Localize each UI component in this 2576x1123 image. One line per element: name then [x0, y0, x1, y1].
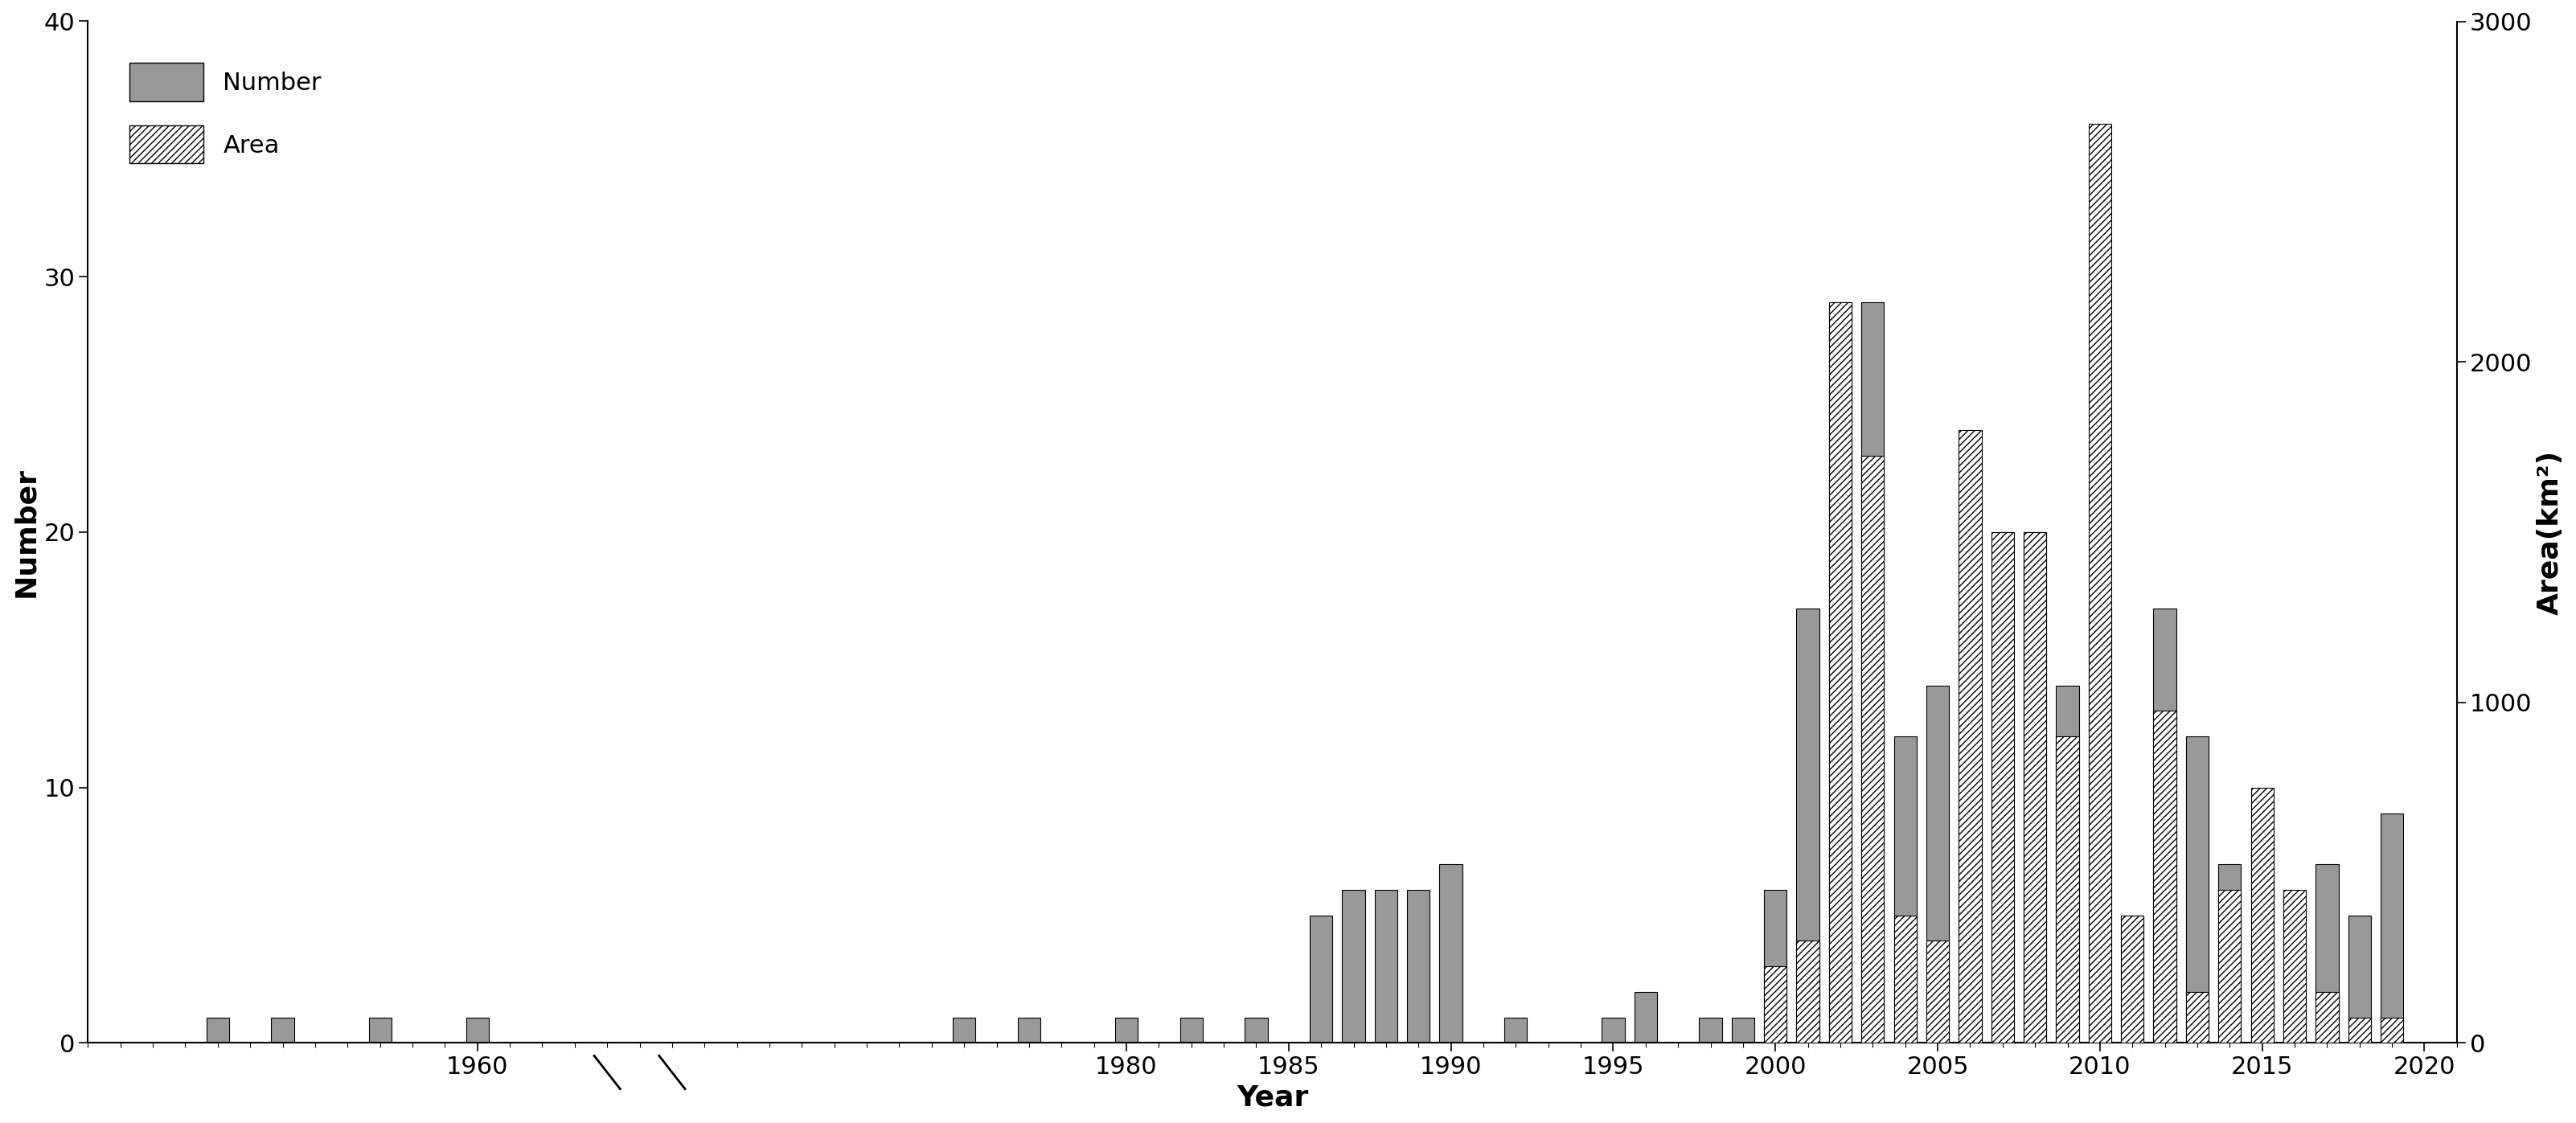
Bar	[1180, 1017, 1203, 1043]
Bar	[2025, 532, 2045, 1043]
Legend: Number, Area: Number, Area	[100, 34, 350, 193]
Bar	[1342, 889, 1365, 1043]
Bar	[466, 1017, 489, 1043]
X-axis label: Year: Year	[1236, 1084, 1309, 1111]
Bar	[1504, 1017, 1528, 1043]
Bar	[1829, 302, 1852, 1043]
Bar	[1795, 609, 1819, 1043]
Bar	[1893, 915, 1917, 1043]
Bar	[1991, 685, 2014, 1043]
Bar	[1602, 1017, 1625, 1043]
Bar	[1765, 889, 1788, 1043]
Bar	[1927, 685, 1950, 1043]
Bar	[1115, 1017, 1139, 1043]
Bar	[2089, 124, 2112, 1043]
Bar	[1700, 1017, 1721, 1043]
Bar	[2089, 609, 2112, 1043]
Bar	[2187, 737, 2208, 1043]
Bar	[1633, 992, 1656, 1043]
Bar	[953, 1017, 976, 1043]
Bar	[2120, 915, 2143, 1043]
Bar	[2380, 813, 2403, 1043]
Bar	[1731, 1017, 1754, 1043]
Bar	[206, 1017, 229, 1043]
Bar	[2282, 967, 2306, 1043]
Bar	[1309, 915, 1332, 1043]
Bar	[2380, 1017, 2403, 1043]
Bar	[2349, 1017, 2370, 1043]
Bar	[1376, 889, 1396, 1043]
Bar	[1991, 532, 2014, 1043]
Bar	[2120, 915, 2143, 1043]
Bar	[2316, 865, 2339, 1043]
Bar	[2154, 609, 2177, 1043]
Bar	[2349, 915, 2370, 1043]
Bar	[1440, 865, 1463, 1043]
Bar	[368, 1017, 392, 1043]
Bar	[1893, 737, 1917, 1043]
Bar	[2154, 711, 2177, 1043]
Y-axis label: Area(km²): Area(km²)	[2537, 449, 2563, 614]
Bar	[2056, 685, 2079, 1043]
Bar	[2218, 889, 2241, 1043]
Bar	[1406, 889, 1430, 1043]
Bar	[2282, 889, 2306, 1043]
Bar	[1862, 302, 1883, 1043]
Bar	[2251, 839, 2275, 1043]
Bar	[2187, 992, 2208, 1043]
Bar	[1795, 941, 1819, 1043]
Bar	[1862, 456, 1883, 1043]
Bar	[1244, 1017, 1267, 1043]
Bar	[1927, 941, 1950, 1043]
Bar	[2316, 992, 2339, 1043]
Bar	[2251, 787, 2275, 1043]
Bar	[2218, 865, 2241, 1043]
Bar	[1765, 967, 1788, 1043]
Bar	[1829, 302, 1852, 1043]
Bar	[2056, 737, 2079, 1043]
Bar	[1018, 1017, 1041, 1043]
Y-axis label: Number: Number	[13, 467, 39, 597]
Bar	[270, 1017, 294, 1043]
Bar	[1958, 737, 1981, 1043]
Bar	[1958, 430, 1981, 1043]
Bar	[2025, 532, 2045, 1043]
